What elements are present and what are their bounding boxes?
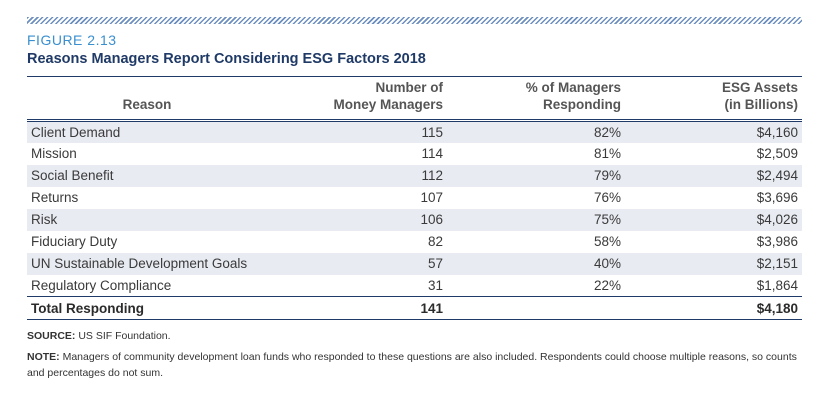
cell-pct: 82% <box>593 124 621 140</box>
table-header-row: Reason Number of Money Managers % of Mana… <box>27 76 802 122</box>
cell-reason: Client Demand <box>31 124 121 140</box>
total-row: Total Responding 141 $4,180 <box>27 296 802 320</box>
cell-managers: 114 <box>421 146 443 161</box>
cell-assets: $4,160 <box>756 124 798 140</box>
cell-managers: 112 <box>421 168 443 183</box>
footnote: NOTE: Managers of community development … <box>27 349 807 381</box>
total-managers: 141 <box>267 296 447 320</box>
cell-reason: Social Benefit <box>31 168 114 183</box>
header-pct-responding: % of Managers Responding <box>447 76 625 122</box>
figure-label: FIGURE 2.13 <box>27 32 117 48</box>
table-row: Regulatory Compliance 31 22% $1,864 <box>27 275 802 297</box>
cell-reason: Returns <box>31 190 79 205</box>
header-money-managers: Number of Money Managers <box>267 76 447 122</box>
header-esg-assets: ESG Assets (in Billions) <box>625 76 802 122</box>
cell-managers: 107 <box>420 190 443 205</box>
cell-assets: $4,026 <box>756 212 798 227</box>
table-row: Client Demand 115 82% $4,160 <box>27 120 802 143</box>
header-reason: Reason <box>27 76 267 122</box>
table-row: Mission 114 81% $2,509 <box>27 143 802 165</box>
source-text: US SIF Foundation. <box>75 330 171 342</box>
table-row: Social Benefit 112 79% $2,494 <box>27 164 802 187</box>
source-note: SOURCE: US SIF Foundation. <box>27 328 171 344</box>
cell-pct: 79% <box>593 168 621 183</box>
cell-assets: $3,696 <box>756 190 798 205</box>
total-assets: $4,180 <box>625 296 802 320</box>
cell-pct: 40% <box>593 256 621 271</box>
cell-reason: UN Sustainable Development Goals <box>31 256 248 271</box>
cell-assets: $3,986 <box>756 234 798 249</box>
figure-title: Reasons Managers Report Considering ESG … <box>27 51 426 67</box>
total-pct <box>447 296 625 320</box>
cell-pct: 22% <box>593 277 621 293</box>
table-row: UN Sustainable Development Goals 57 40% … <box>27 252 802 275</box>
table-row: Returns 107 76% $3,696 <box>27 187 802 209</box>
esg-reasons-table: Reason Number of Money Managers % of Mana… <box>27 76 802 320</box>
hatched-header-rule <box>27 17 802 24</box>
source-label: SOURCE: <box>27 330 76 342</box>
cell-managers: 57 <box>427 256 443 271</box>
cell-managers: 31 <box>427 277 443 293</box>
cell-assets: $2,509 <box>756 146 798 161</box>
cell-assets: $1,864 <box>756 277 798 293</box>
table-row: Fiduciary Duty 82 58% $3,986 <box>27 231 802 253</box>
table-row: Risk 106 75% $4,026 <box>27 208 802 231</box>
cell-reason: Risk <box>31 212 58 227</box>
cell-pct: 58% <box>593 234 621 249</box>
cell-reason: Fiduciary Duty <box>31 234 118 249</box>
note-label: NOTE: <box>27 351 60 363</box>
cell-managers: 82 <box>427 234 443 249</box>
cell-pct: 81% <box>593 146 621 161</box>
cell-pct: 76% <box>593 190 621 205</box>
cell-reason: Mission <box>31 146 77 161</box>
cell-managers: 106 <box>420 212 443 227</box>
total-label: Total Responding <box>27 296 267 320</box>
note-text: Managers of community development loan f… <box>27 351 797 379</box>
cell-assets: $2,151 <box>756 256 798 271</box>
cell-managers: 115 <box>421 124 443 140</box>
cell-assets: $2,494 <box>756 168 798 183</box>
cell-pct: 75% <box>593 212 621 227</box>
cell-reason: Regulatory Compliance <box>31 277 172 293</box>
